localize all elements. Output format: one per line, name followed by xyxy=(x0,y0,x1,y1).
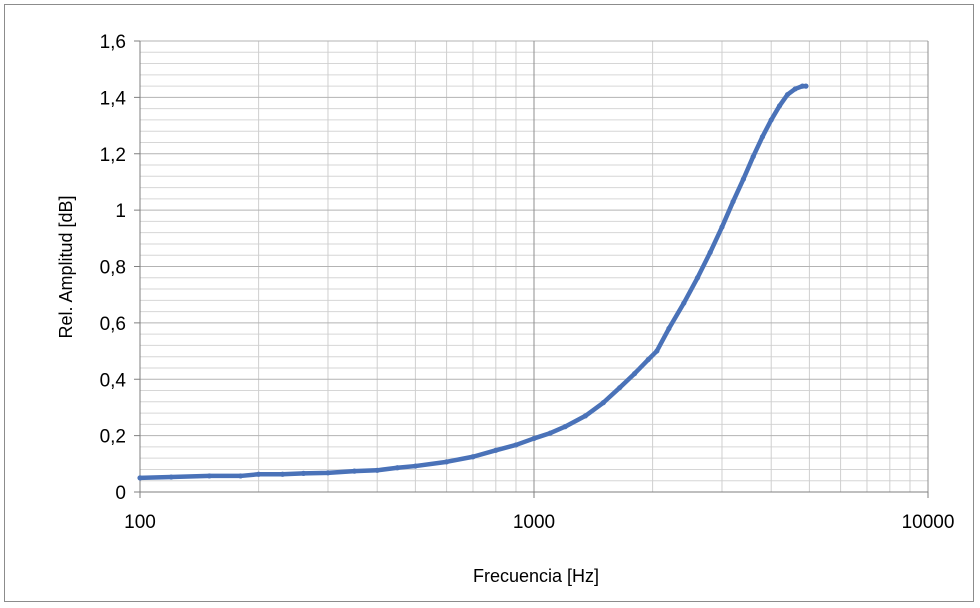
data-point xyxy=(351,468,357,474)
y-tick-label: 0,4 xyxy=(100,370,127,391)
data-point xyxy=(137,475,143,481)
y-tick-label: 0 xyxy=(115,483,126,504)
x-tick-label: 10000 xyxy=(902,512,955,533)
data-point xyxy=(759,134,766,140)
x-axis-title: Frecuencia [Hz] xyxy=(473,566,599,586)
data-point xyxy=(750,153,756,160)
data-point xyxy=(279,471,286,477)
data-point xyxy=(740,176,747,182)
data-point xyxy=(617,385,623,391)
data-point xyxy=(730,199,736,205)
data-point xyxy=(256,471,262,477)
data-point xyxy=(582,413,588,419)
data-point xyxy=(513,442,519,448)
data-point xyxy=(776,103,783,109)
series-layer xyxy=(137,83,809,481)
axes xyxy=(134,40,929,498)
series-line xyxy=(137,83,809,481)
x-tick-label: 100 xyxy=(124,512,156,533)
y-tick-label: 0,8 xyxy=(100,258,126,279)
data-point xyxy=(394,465,400,471)
data-point xyxy=(600,400,606,406)
data-point xyxy=(325,470,331,476)
data-point xyxy=(719,224,725,230)
data-point xyxy=(412,463,418,469)
y-tick-labels: 0 0,2 0,4 0,6 0,8 1 1,2 1,4 1,6 xyxy=(100,32,127,504)
data-point xyxy=(237,473,244,479)
y-axis-title: Rel. Amplitud [dB] xyxy=(56,195,76,338)
data-point xyxy=(531,435,537,442)
major-gridlines xyxy=(139,40,929,493)
x-tick-label: 1000 xyxy=(513,512,555,533)
data-point xyxy=(300,470,307,476)
data-point xyxy=(374,467,380,473)
data-point xyxy=(547,430,553,436)
data-point xyxy=(803,83,809,89)
data-point xyxy=(768,117,774,123)
data-point xyxy=(631,371,638,377)
data-point xyxy=(168,474,174,480)
y-tick-label: 1,6 xyxy=(100,32,126,53)
data-point xyxy=(784,91,791,98)
y-tick-label: 0,2 xyxy=(100,427,126,448)
data-point xyxy=(694,275,701,281)
data-point xyxy=(707,249,713,256)
data-point xyxy=(654,348,660,354)
data-point xyxy=(666,325,672,332)
y-tick-label: 0,6 xyxy=(100,314,126,335)
data-point xyxy=(645,356,651,363)
y-tick-label: 1,4 xyxy=(100,88,127,109)
y-tick-label: 1 xyxy=(115,201,126,222)
data-point xyxy=(493,447,499,453)
data-point xyxy=(206,473,212,479)
data-point xyxy=(562,424,568,430)
data-point xyxy=(681,300,687,306)
data-point xyxy=(470,454,476,460)
y-tick-label: 1,2 xyxy=(100,145,126,166)
chart-frame xyxy=(4,4,974,602)
x-tick-labels: 100 1000 10000 xyxy=(124,512,954,533)
data-point xyxy=(443,459,450,465)
data-point xyxy=(792,86,798,92)
